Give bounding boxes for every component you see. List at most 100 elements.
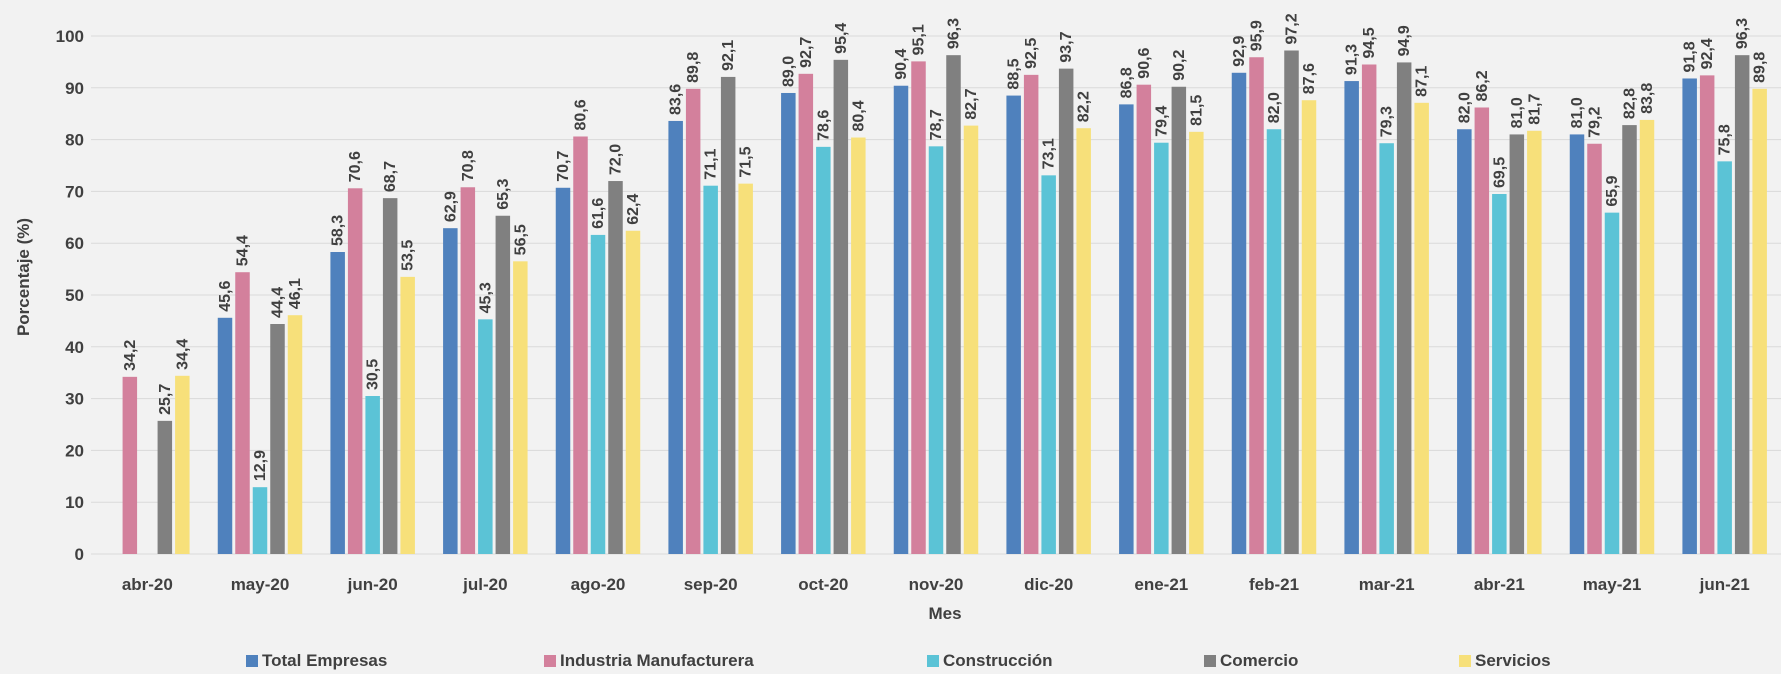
y-tick-label: 0 — [75, 545, 84, 564]
x-tick-label: oct-20 — [798, 575, 848, 594]
data-label: 69,5 — [1491, 157, 1508, 188]
legend-swatch — [1204, 655, 1216, 667]
bar — [513, 261, 528, 554]
bar — [1457, 129, 1472, 555]
data-label: 90,2 — [1171, 50, 1188, 81]
x-axis-title: Mes — [928, 604, 961, 623]
data-label: 82,7 — [963, 88, 980, 119]
data-label: 65,3 — [495, 179, 512, 210]
data-label: 94,5 — [1361, 27, 1378, 58]
bar — [1734, 55, 1750, 554]
data-label: 45,3 — [477, 282, 494, 313]
data-label: 58,3 — [330, 215, 347, 246]
data-label: 90,4 — [893, 48, 910, 79]
bar — [703, 185, 718, 554]
bar — [833, 59, 849, 554]
bar — [851, 137, 866, 554]
legend: Total Empresas Industria Manufacturera Con… — [246, 651, 1551, 670]
bar — [911, 61, 926, 555]
bar — [235, 272, 250, 554]
bar — [1396, 62, 1412, 554]
data-label: 96,3 — [946, 18, 963, 49]
x-axis-ticks: abr-20 may-20 jun-20 jul-20 ago-20 sep-20 oct-… — [122, 575, 1750, 594]
bar — [252, 487, 268, 554]
bar — [478, 319, 493, 554]
bar — [963, 125, 979, 554]
bar — [1301, 100, 1317, 555]
bar — [1361, 64, 1377, 555]
bar — [157, 420, 173, 554]
bar — [1006, 95, 1021, 554]
bar — [347, 188, 363, 555]
bar — [893, 85, 909, 554]
bar — [1119, 104, 1134, 554]
bar — [928, 146, 944, 555]
bar — [1023, 74, 1039, 554]
bar — [1509, 134, 1525, 555]
bar — [382, 198, 398, 554]
x-tick-label: ago-20 — [571, 575, 626, 594]
legend-label: Comercio — [1220, 651, 1298, 670]
data-label: 87,6 — [1301, 63, 1318, 94]
data-label: 65,9 — [1604, 175, 1621, 206]
bar — [685, 88, 701, 554]
data-label: 70,6 — [347, 151, 364, 182]
bar — [1604, 212, 1620, 554]
bar — [495, 215, 511, 554]
data-label: 82,0 — [1456, 92, 1473, 123]
bar — [122, 376, 138, 554]
data-label: 94,9 — [1396, 25, 1413, 56]
y-axis-ticks: 0 10 20 30 40 50 60 70 80 90 100 — [56, 27, 84, 564]
bar — [1284, 50, 1299, 555]
bar — [946, 55, 961, 554]
bar — [1379, 143, 1394, 554]
data-label: 73,1 — [1041, 138, 1058, 169]
data-label: 95,4 — [833, 23, 850, 54]
bar — [625, 230, 641, 554]
bar — [1231, 72, 1247, 554]
x-tick-label: dic-20 — [1024, 575, 1073, 594]
bar — [1622, 125, 1637, 554]
y-axis-title: Porcentaje (%) — [14, 218, 33, 336]
bar — [590, 234, 606, 555]
bar — [573, 136, 588, 554]
data-label: 25,7 — [157, 384, 174, 415]
x-tick-label: jun-20 — [347, 575, 398, 594]
x-tick-label: jul-20 — [462, 575, 507, 594]
legend-swatch — [246, 655, 258, 667]
data-label: 70,8 — [460, 150, 477, 181]
data-label: 30,5 — [365, 359, 382, 390]
data-labels: 45,6 58,3 62,9 70,7 83,6 89,0 90,4 88,5 86,8 92,9… — [122, 13, 1769, 481]
x-tick-label: nov-20 — [909, 575, 964, 594]
data-label: 78,6 — [815, 110, 832, 141]
x-tick-label: abr-21 — [1474, 575, 1525, 594]
y-tick-label: 20 — [65, 441, 84, 460]
x-tick-label: may-20 — [231, 575, 290, 594]
data-label: 34,2 — [122, 340, 139, 371]
data-label: 71,1 — [703, 148, 720, 179]
data-label: 81,7 — [1526, 94, 1543, 125]
data-label: 86,2 — [1474, 70, 1491, 101]
bar — [798, 73, 814, 555]
bar — [1041, 175, 1056, 555]
data-label: 81,0 — [1509, 97, 1526, 128]
data-label: 88,5 — [1006, 58, 1023, 89]
data-label: 82,2 — [1076, 91, 1093, 122]
bar — [1266, 129, 1282, 555]
data-label: 78,7 — [928, 109, 945, 140]
data-label: 12,9 — [252, 450, 269, 481]
x-tick-label: ene-21 — [1134, 575, 1188, 594]
data-label: 92,5 — [1023, 38, 1040, 69]
data-label: 91,3 — [1344, 44, 1361, 75]
bar — [1076, 128, 1091, 555]
bar — [1189, 131, 1204, 554]
data-label: 91,8 — [1682, 41, 1699, 72]
data-label: 82,8 — [1622, 88, 1639, 119]
data-label: 75,8 — [1717, 124, 1734, 155]
bar — [217, 317, 233, 554]
data-label: 70,7 — [555, 151, 572, 182]
data-label: 95,9 — [1249, 20, 1266, 51]
x-tick-label: sep-20 — [684, 575, 738, 594]
y-tick-label: 60 — [65, 234, 84, 253]
